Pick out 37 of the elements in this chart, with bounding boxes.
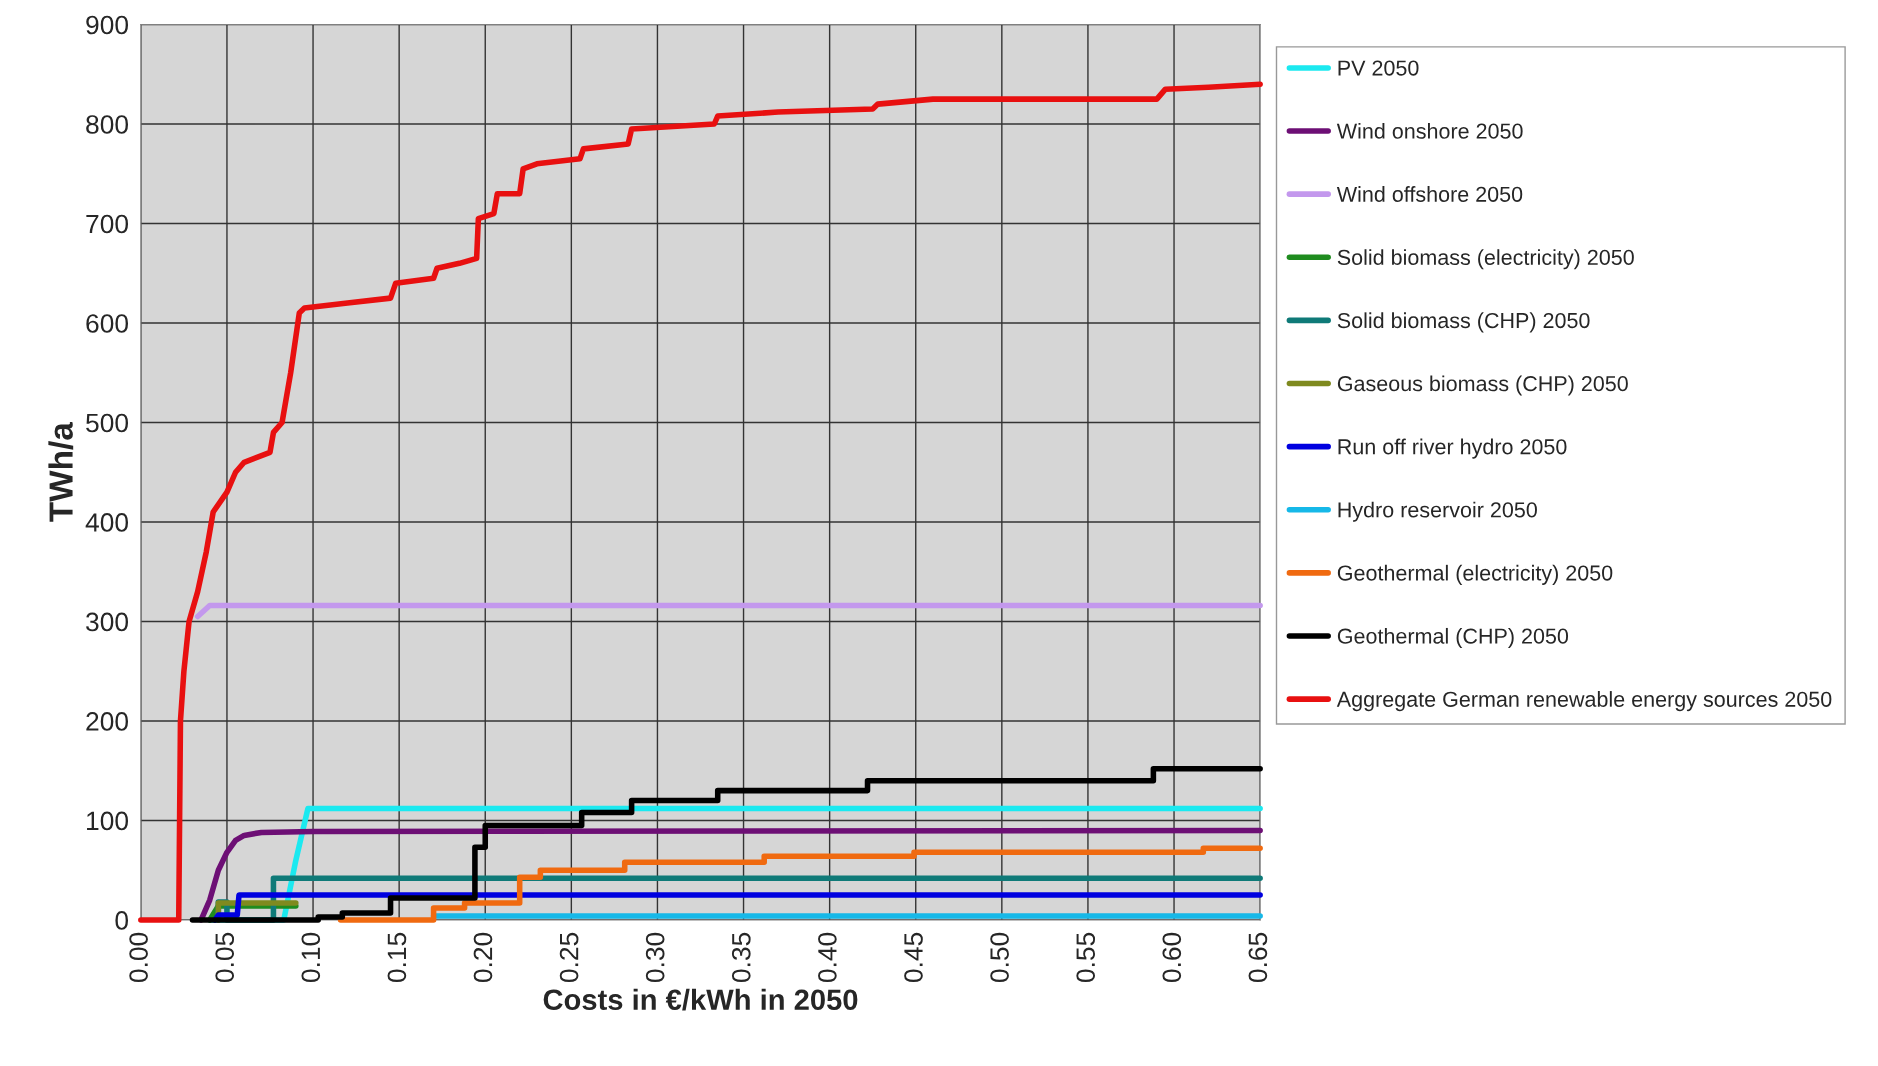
legend-label: Geothermal (electricity) 2050 — [1337, 564, 1613, 585]
legend-label: Wind onshore 2050 — [1336, 122, 1523, 139]
x-tick-label: 0.15 — [387, 932, 407, 983]
y-axis-title: TWh/a — [48, 422, 74, 522]
y-tick-label: 600 — [86, 314, 129, 333]
y-tick-label: 100 — [87, 811, 129, 831]
legend-label: Aggregate German renewable energy sources 2050 — [1336, 691, 1832, 712]
legend-label: Geothermal (CHP) 2050 — [1337, 627, 1569, 649]
y-tick-label: 0 — [115, 911, 129, 930]
legend-label: Solid biomass (CHP) 2050 — [1337, 312, 1590, 333]
x-tick-label: 0.25 — [559, 932, 579, 983]
y-tick-label: 500 — [86, 413, 129, 433]
y-tick-label: 700 — [86, 214, 129, 234]
legend-label: Gaseous biomass (CHP) 2050 — [1337, 375, 1628, 396]
legend-label: PV 2050 — [1338, 60, 1419, 76]
x-tick-label: 0.60 — [1162, 932, 1182, 983]
x-tick-label: 0.10 — [301, 932, 321, 983]
x-tick-label: 0.45 — [904, 932, 923, 983]
legend-label: Run off river hydro 2050 — [1338, 438, 1567, 459]
y-tick-label: 400 — [85, 513, 129, 532]
x-axis-title: Costs in €/kWh in 2050 — [543, 988, 858, 1011]
y-tick-label: 200 — [86, 712, 129, 731]
x-tick-label: 0.35 — [731, 932, 751, 983]
x-tick-label: 0.20 — [473, 932, 493, 983]
legend-label: Wind offshore 2050 — [1336, 186, 1523, 202]
x-tick-label: 0.05 — [215, 932, 235, 983]
y-tick-label: 300 — [86, 612, 129, 632]
y-tick-label: 800 — [86, 115, 129, 134]
x-tick-label: 0.40 — [818, 932, 837, 983]
legend-label: Solid biomass (electricity) 2050 — [1337, 249, 1634, 270]
x-tick-label: 0.65 — [1248, 932, 1268, 983]
x-tick-label: 0.00 — [129, 932, 148, 983]
legend-label: Hydro reservoir 2050 — [1338, 501, 1537, 522]
y-tick-label: 900 — [86, 15, 129, 35]
x-tick-label: 0.30 — [645, 932, 665, 983]
x-tick-label: 0.50 — [990, 932, 1009, 983]
x-tick-label: 0.55 — [1076, 932, 1096, 983]
